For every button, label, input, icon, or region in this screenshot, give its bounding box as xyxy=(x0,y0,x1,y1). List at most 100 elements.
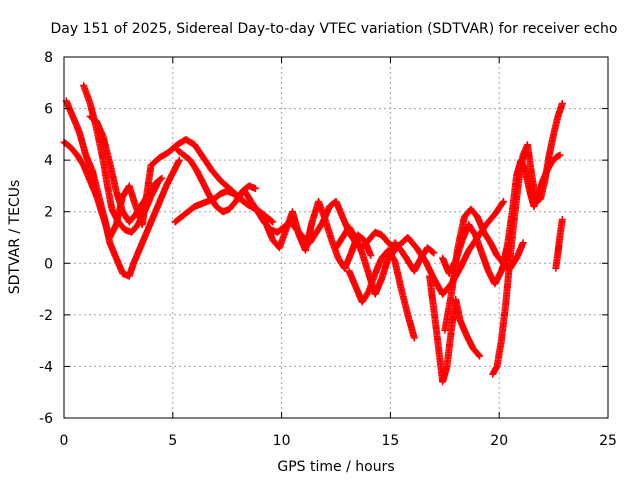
data-point-run xyxy=(378,231,391,246)
data-point-run xyxy=(360,236,374,258)
data-point-run xyxy=(141,194,154,216)
axes: 0 5 10 15 20 25 -6 -4 -2 0 2 4 6 8 xyxy=(39,50,617,449)
data-point-run xyxy=(114,218,128,233)
series-s14 xyxy=(439,221,512,288)
data-point-run xyxy=(93,118,107,139)
data-point-run xyxy=(345,267,359,289)
data-point xyxy=(519,239,527,247)
data-point-run xyxy=(341,250,355,272)
data-point-run xyxy=(156,183,170,205)
data-point-run xyxy=(332,235,346,252)
data-point-run xyxy=(82,151,96,173)
data-point-run xyxy=(182,136,197,148)
data-point-run xyxy=(86,112,100,125)
data-point-run xyxy=(463,332,476,351)
data-point-run xyxy=(289,208,303,237)
data-point-run xyxy=(88,167,102,199)
data-point-run xyxy=(199,179,213,199)
data-point-run xyxy=(423,244,437,256)
data-point-run xyxy=(112,254,126,276)
data-point-run xyxy=(147,155,163,169)
series-s1 xyxy=(60,136,259,241)
data-point xyxy=(410,334,418,342)
data-point-run xyxy=(404,311,418,341)
data-point-run xyxy=(180,151,193,163)
series-s8 xyxy=(256,197,375,272)
series-s2 xyxy=(62,97,183,280)
y-tick-label: 8 xyxy=(44,50,53,66)
series-s12 xyxy=(426,272,484,386)
data-point-run xyxy=(80,81,94,106)
data-point-run xyxy=(371,276,385,298)
data-point-run xyxy=(345,223,359,240)
x-tick-label: 5 xyxy=(168,433,177,449)
y-axis-label: SDTVAR / TECUs xyxy=(7,180,23,295)
data-point-run xyxy=(354,231,367,243)
data-point-run xyxy=(199,154,215,173)
data-point-run xyxy=(275,227,289,252)
data-point-run xyxy=(256,210,270,227)
data-point-run xyxy=(508,173,520,216)
data-point-run xyxy=(128,222,141,236)
x-tick-label: 0 xyxy=(60,433,69,449)
data-point-run xyxy=(478,249,492,273)
data-point xyxy=(430,249,438,257)
data-point-run xyxy=(386,242,402,259)
data-point-run xyxy=(469,344,483,359)
data-point-run xyxy=(491,199,507,218)
data-point-run xyxy=(138,191,152,208)
data-points xyxy=(60,81,566,386)
data-point-run xyxy=(556,217,566,239)
data-point-run xyxy=(149,199,163,221)
data-point-run xyxy=(467,205,480,220)
data-point-run xyxy=(108,205,122,225)
data-point-run xyxy=(143,214,157,236)
data-point xyxy=(251,185,259,193)
data-point-run xyxy=(480,228,494,245)
y-tick-label: 0 xyxy=(44,256,53,272)
data-point-run xyxy=(130,245,144,267)
data-point-run xyxy=(312,219,326,236)
data-point-run xyxy=(95,192,109,224)
data-point-run xyxy=(378,256,392,283)
data-point xyxy=(367,252,375,260)
data-point-run xyxy=(534,178,546,200)
x-tick-label: 15 xyxy=(381,433,399,449)
data-point-run xyxy=(513,240,526,262)
data-point-run xyxy=(206,192,219,209)
data-point xyxy=(269,218,277,226)
data-point xyxy=(556,151,564,159)
data-point-run xyxy=(482,211,498,229)
data-point-run xyxy=(132,201,145,218)
y-tick-label: 4 xyxy=(44,153,53,169)
data-point-run xyxy=(426,272,438,312)
data-point-run xyxy=(164,142,180,156)
data-point-run xyxy=(241,187,254,204)
data-point-run xyxy=(106,159,120,194)
data-point-run xyxy=(162,170,176,190)
data-point-run xyxy=(397,285,411,317)
data-point-run xyxy=(136,230,150,252)
data-point-run xyxy=(497,302,509,345)
data-point-run xyxy=(443,328,455,370)
data-point-run xyxy=(352,234,365,256)
data-point xyxy=(500,197,508,205)
plot-frame xyxy=(63,56,609,419)
series-s4 xyxy=(86,112,166,226)
data-point-run xyxy=(321,215,335,243)
data-point-run xyxy=(358,249,372,276)
data-point-run xyxy=(217,177,232,191)
data-point-run xyxy=(173,146,187,158)
data-point-run xyxy=(99,133,113,165)
data-point-run xyxy=(186,156,200,173)
data-point-run xyxy=(502,256,514,308)
y-tick-label: 6 xyxy=(44,102,53,118)
data-point-run xyxy=(156,149,171,162)
data-point-run xyxy=(193,167,207,186)
data-point-run xyxy=(67,143,80,158)
data-point-run xyxy=(465,221,478,238)
data-point xyxy=(158,174,166,182)
y-tick-label: -2 xyxy=(39,308,53,324)
data-point-run xyxy=(471,231,485,255)
series-s17 xyxy=(552,215,566,272)
